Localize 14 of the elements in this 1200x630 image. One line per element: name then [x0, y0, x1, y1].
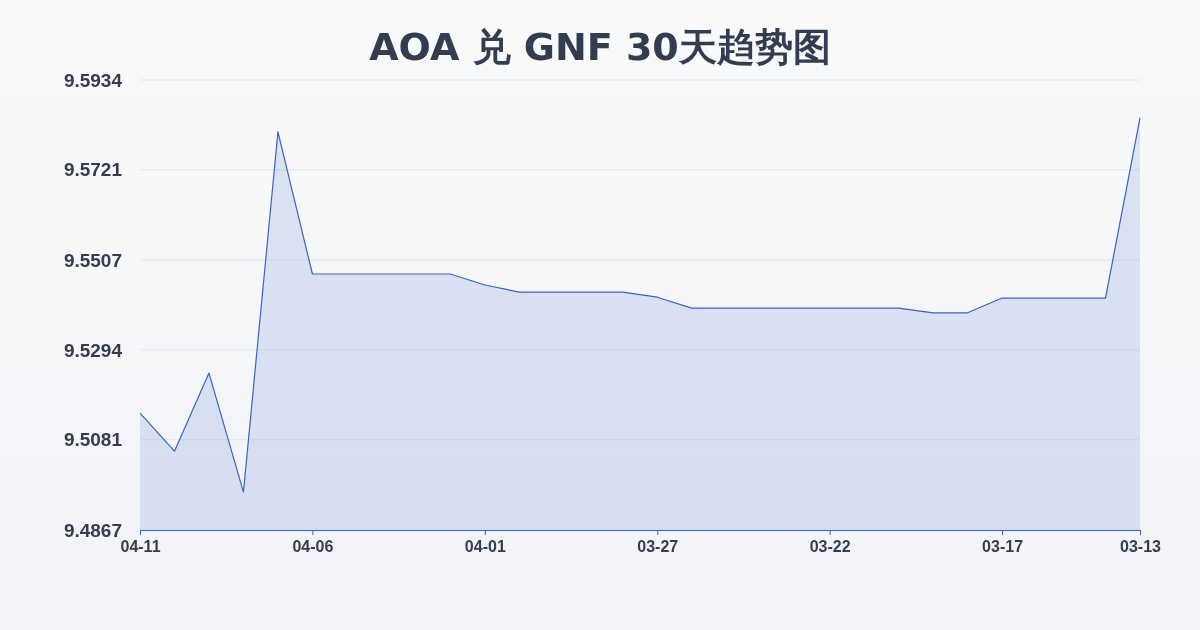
y-tick-label: 9.5721 — [63, 159, 123, 181]
x-tick-label: 03-22 — [809, 538, 851, 556]
x-tick-label: 04-01 — [464, 538, 506, 556]
y-tick-label: 9.5507 — [63, 249, 122, 271]
x-tick-label: 04-06 — [292, 538, 334, 556]
x-tick-label: 04-11 — [120, 538, 161, 556]
y-tick-label: 9.4867 — [63, 519, 122, 541]
x-tick-label: 03-27 — [637, 538, 679, 556]
y-tick-label: 9.5934 — [63, 69, 123, 91]
chart-title: AOA 兑 GNF 30天趋势图 — [369, 25, 831, 69]
y-tick-label: 9.5081 — [63, 429, 123, 451]
x-tick-label: 03-13 — [1120, 538, 1162, 556]
y-tick-label: 9.5294 — [63, 339, 123, 361]
x-tick-label: 03-17 — [982, 538, 1024, 556]
